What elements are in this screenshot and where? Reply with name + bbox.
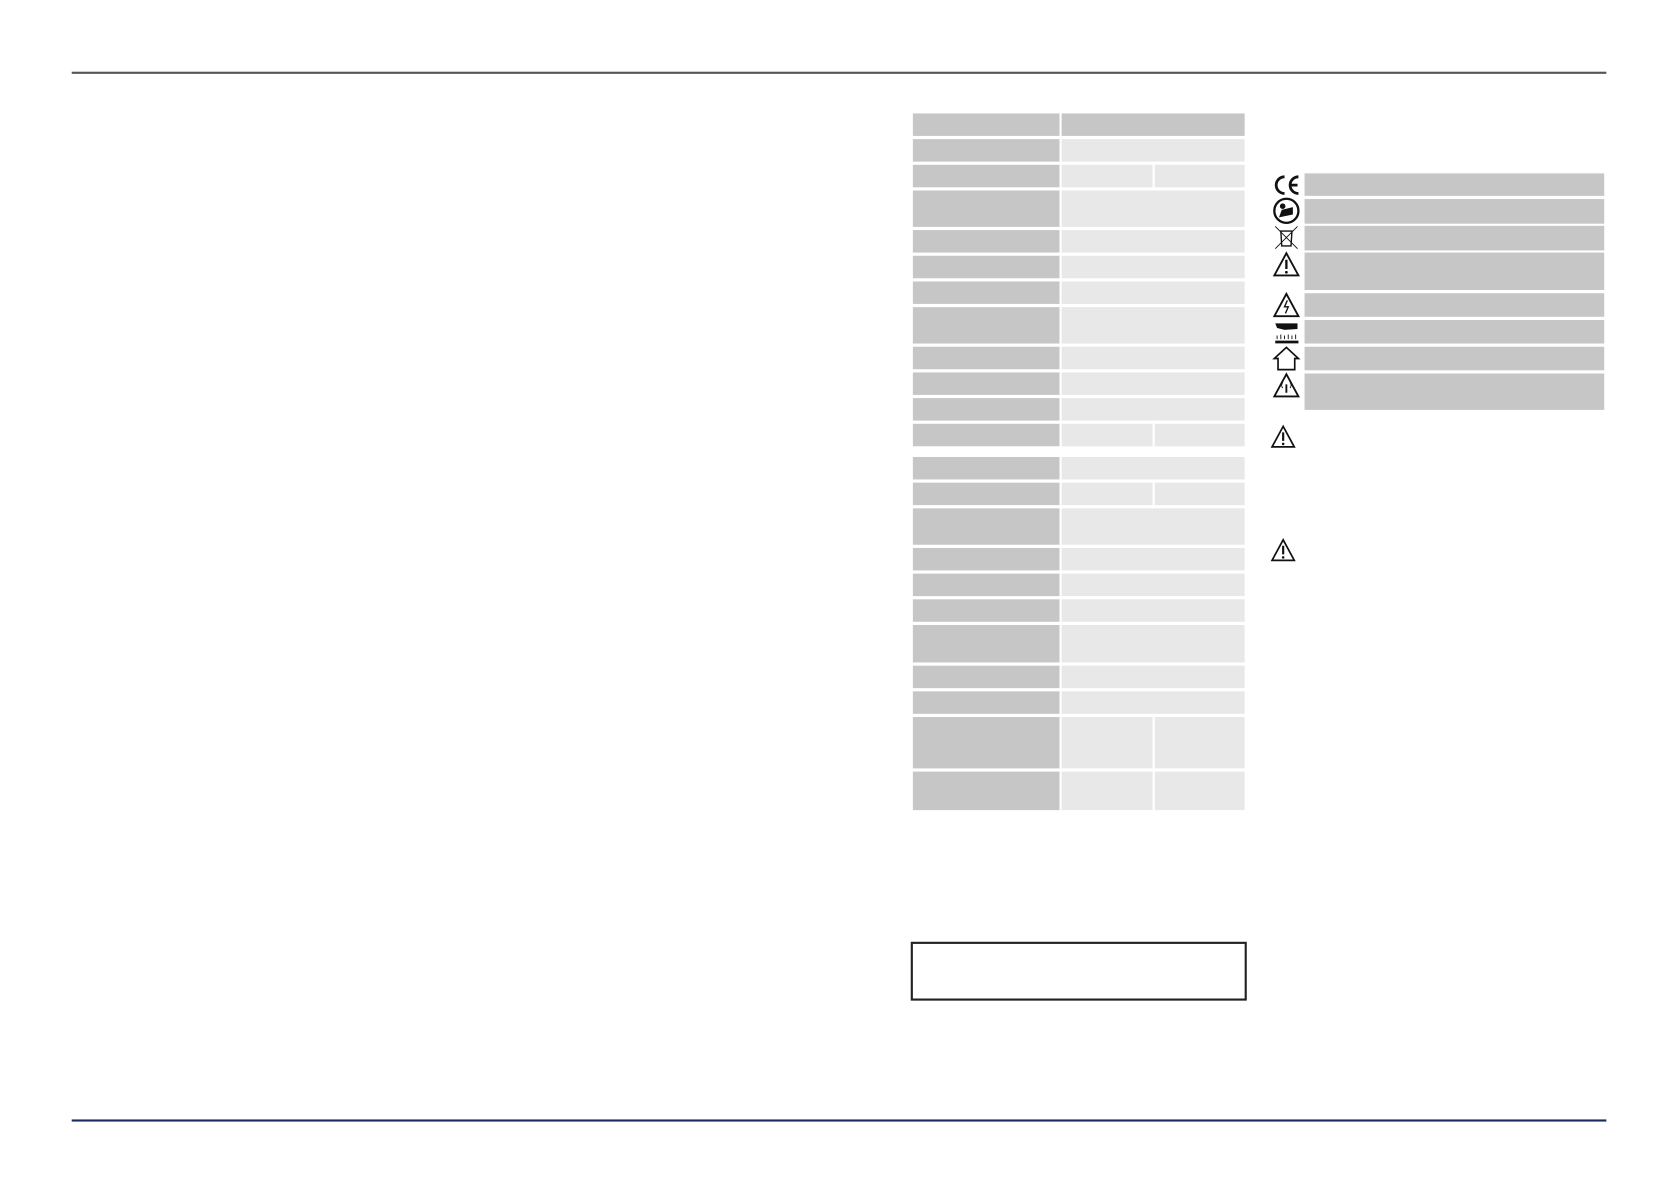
hand-hot-surface-icon — [1271, 318, 1301, 346]
table-label-cell — [912, 456, 1060, 480]
table-value-cell — [1061, 281, 1245, 304]
table-value-cell — [1061, 691, 1245, 714]
table-value-cell — [1061, 599, 1245, 622]
warning-icon — [1269, 537, 1297, 563]
electric-hazard-icon — [1271, 291, 1301, 319]
table-value-cell — [1061, 164, 1153, 188]
table-label-cell — [912, 717, 1060, 769]
table-label-cell — [912, 771, 1060, 811]
table-value-cell — [1061, 665, 1245, 689]
table-label-cell — [912, 665, 1060, 689]
warning-icon — [1269, 424, 1297, 450]
table-label-cell — [912, 346, 1060, 370]
table-label-cell — [912, 307, 1060, 344]
symbol-description-bar — [1304, 199, 1605, 224]
read-manual-icon — [1271, 197, 1301, 225]
table-value-cell — [1061, 624, 1245, 663]
table-label-cell — [912, 482, 1060, 506]
table-value-cell — [1061, 372, 1245, 395]
table-value-cell — [1061, 255, 1245, 279]
table-header-cell — [1061, 113, 1245, 136]
table-value-cell — [1061, 307, 1245, 344]
table-label-cell — [912, 398, 1060, 421]
table-label-cell — [912, 573, 1060, 597]
table-value-cell — [1061, 139, 1245, 162]
table-label-cell — [912, 281, 1060, 304]
table-value-cell — [1154, 423, 1245, 447]
table-value-cell — [1061, 482, 1153, 506]
table-value-cell — [1061, 398, 1245, 421]
symbol-description-bar — [1304, 293, 1605, 317]
warning-icon — [1271, 250, 1301, 278]
table-label-cell — [912, 423, 1060, 447]
table-label-cell — [912, 139, 1060, 162]
ce-mark-icon — [1271, 171, 1301, 199]
symbol-description-bar — [1304, 225, 1605, 251]
table-value-cell — [1061, 190, 1245, 227]
indoor-use-icon — [1271, 345, 1301, 373]
table-value-cell — [1061, 717, 1153, 769]
table-label-cell — [912, 372, 1060, 395]
footer-rule — [71, 1119, 1607, 1122]
table-label-cell — [912, 190, 1060, 227]
table-label-cell — [912, 164, 1060, 188]
table-label-cell — [912, 113, 1060, 136]
table-value-cell — [1061, 573, 1245, 597]
header-rule — [71, 71, 1607, 74]
table-value-cell — [1154, 164, 1245, 188]
table-value-cell — [1061, 456, 1245, 480]
table-label-cell — [912, 230, 1060, 253]
table-label-cell — [912, 255, 1060, 279]
table-label-cell — [912, 547, 1060, 571]
table-value-cell — [1061, 547, 1245, 571]
table-value-cell — [1061, 771, 1153, 811]
symbol-description-bar — [1304, 373, 1605, 410]
table-value-cell — [1154, 717, 1245, 769]
table-value-cell — [1061, 230, 1245, 253]
table-value-cell — [1061, 508, 1245, 545]
symbol-description-bar — [1304, 252, 1605, 291]
symbol-description-bar — [1304, 346, 1605, 371]
table-label-cell — [912, 508, 1060, 545]
table-value-cell — [1061, 423, 1153, 447]
framed-box — [910, 941, 1247, 1001]
symbol-description-bar — [1304, 173, 1605, 196]
table-value-cell — [1154, 771, 1245, 811]
table-value-cell — [1061, 346, 1245, 370]
radiation-warning-icon — [1271, 371, 1301, 399]
table-label-cell — [912, 691, 1060, 714]
table-label-cell — [912, 624, 1060, 663]
symbol-description-bar — [1304, 319, 1605, 344]
weee-bin-icon — [1271, 224, 1301, 252]
table-label-cell — [912, 599, 1060, 622]
table-value-cell — [1154, 482, 1245, 506]
